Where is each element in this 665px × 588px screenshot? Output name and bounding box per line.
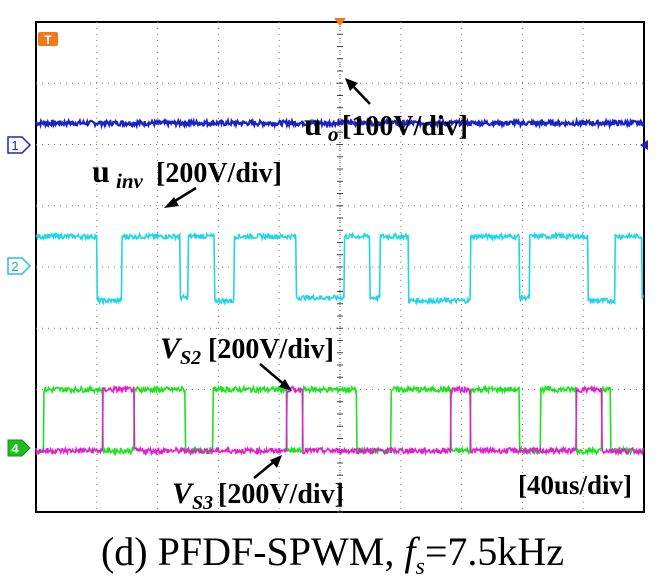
uo-label-scale: [100V/div] xyxy=(342,111,468,142)
vs2-label-main: V xyxy=(160,332,183,365)
graticule xyxy=(36,22,644,513)
trigger-marker: T xyxy=(38,32,58,47)
vs3-annotation: V S3 [200V/div] xyxy=(172,455,344,514)
caption-prefix: (d) PFDF-SPWM, xyxy=(100,529,395,574)
vs3-label-sub: S3 xyxy=(192,492,213,514)
uo-label-sub: o xyxy=(328,122,339,146)
trace-u_o xyxy=(35,116,645,130)
uinv-label-scale: [200V/div] xyxy=(156,158,282,189)
trigger-position-icon xyxy=(334,18,346,26)
vs2-annotation: V S2 [200V/div] xyxy=(160,332,334,391)
vs3-label-main: V xyxy=(172,477,195,510)
caption-subscript: s xyxy=(415,554,425,580)
trace-V_S3 xyxy=(35,384,645,457)
time-scale-label: [40us/div] xyxy=(518,470,632,500)
caption-value: =7.5kHz xyxy=(424,529,565,574)
figure-caption: (d) PFDF-SPWM, fs=7.5kHz xyxy=(0,528,665,581)
trace-group xyxy=(35,116,645,457)
uo-annotation: u o [100V/div] xyxy=(304,78,468,146)
vs2-label-sub: S2 xyxy=(180,347,201,369)
uinv-annotation: u inv [200V/div] xyxy=(92,153,282,208)
channel-1-marker: 1 xyxy=(7,136,32,154)
caption-variable: f xyxy=(404,529,416,574)
channel-4-label: 4 xyxy=(11,441,19,456)
trigger-marker-label: T xyxy=(44,33,52,47)
vs3-label-scale: [200V/div] xyxy=(218,479,344,510)
channel-2-label: 2 xyxy=(11,259,18,274)
uinv-label-main: u xyxy=(92,153,110,189)
vs2-label-scale: [200V/div] xyxy=(208,334,334,365)
channel-4-marker: 4 xyxy=(7,439,31,457)
uo-label-main: u xyxy=(304,106,322,142)
uinv-label-sub: inv xyxy=(116,169,144,193)
channel-1-offset-icon xyxy=(640,140,648,150)
trace-V_S2 xyxy=(35,383,644,457)
channel-2-marker: 2 xyxy=(7,257,32,275)
trace-u_inv xyxy=(35,230,645,307)
channel-1-label: 1 xyxy=(11,138,18,153)
